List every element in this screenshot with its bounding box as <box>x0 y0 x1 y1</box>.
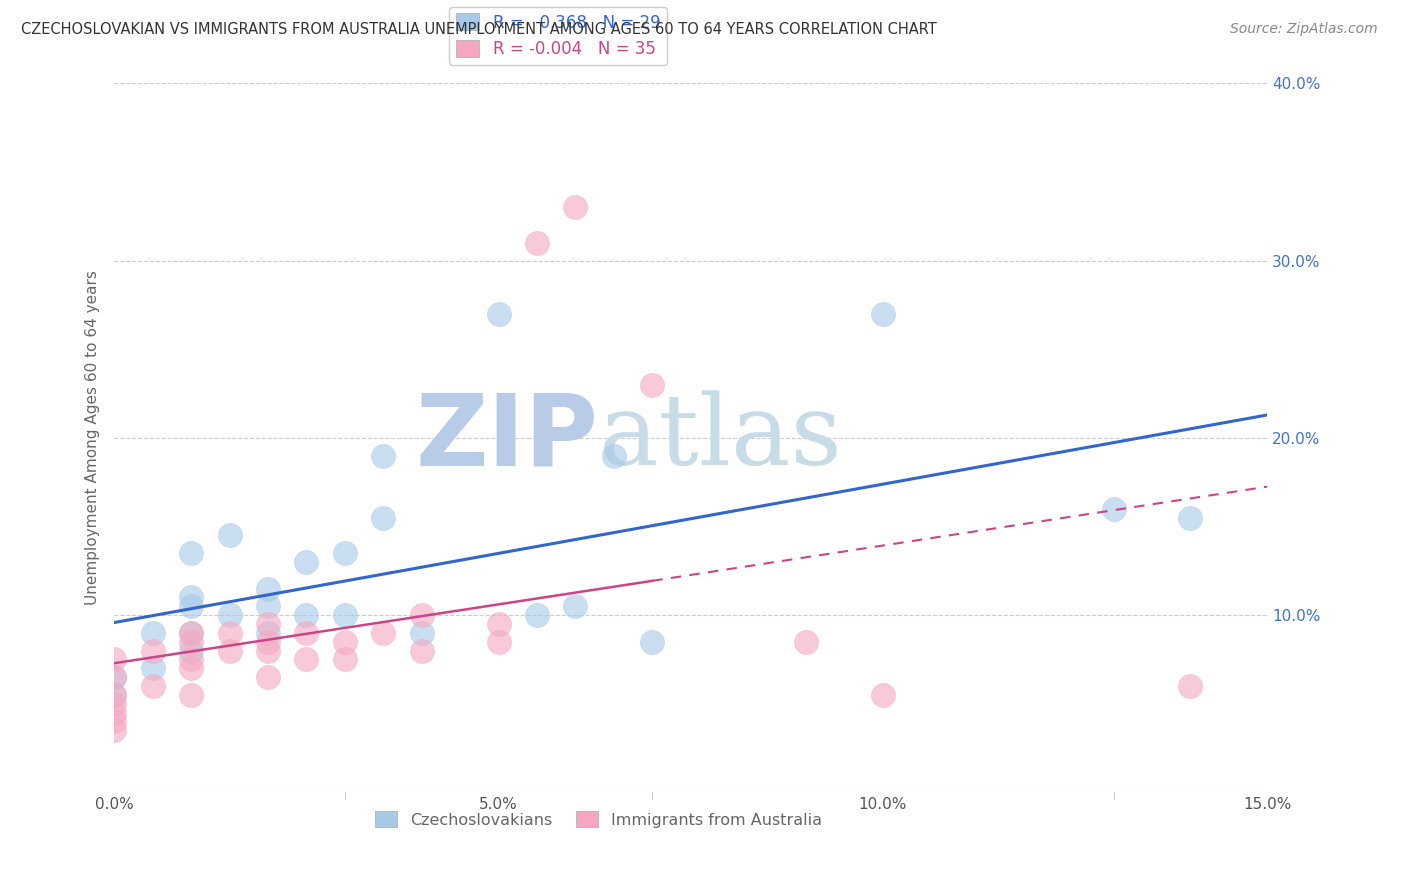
Point <box>1180 510 1202 524</box>
Point <box>180 643 202 657</box>
Point <box>103 652 125 666</box>
Point <box>257 625 280 640</box>
Point <box>872 688 894 702</box>
Point <box>103 670 125 684</box>
Point <box>295 608 318 623</box>
Point <box>103 670 125 684</box>
Point <box>295 625 318 640</box>
Point <box>794 634 817 648</box>
Point <box>526 608 548 623</box>
Point <box>257 599 280 614</box>
Point <box>218 528 240 542</box>
Point <box>180 652 202 666</box>
Point <box>257 634 280 648</box>
Point <box>373 449 395 463</box>
Text: Source: ZipAtlas.com: Source: ZipAtlas.com <box>1230 22 1378 37</box>
Point <box>872 307 894 321</box>
Point <box>333 546 356 560</box>
Point <box>295 652 318 666</box>
Point <box>373 625 395 640</box>
Point <box>641 377 664 392</box>
Point <box>373 510 395 524</box>
Point <box>257 643 280 657</box>
Point <box>180 599 202 614</box>
Point <box>333 652 356 666</box>
Point <box>411 643 433 657</box>
Point <box>180 688 202 702</box>
Point <box>218 643 240 657</box>
Point <box>142 643 165 657</box>
Point <box>526 235 548 250</box>
Point <box>180 591 202 605</box>
Y-axis label: Unemployment Among Ages 60 to 64 years: Unemployment Among Ages 60 to 64 years <box>86 270 100 606</box>
Point <box>641 634 664 648</box>
Point <box>103 714 125 729</box>
Point <box>180 546 202 560</box>
Point <box>103 723 125 738</box>
Point <box>411 625 433 640</box>
Point <box>257 670 280 684</box>
Point <box>564 599 586 614</box>
Point <box>142 625 165 640</box>
Point <box>1102 501 1125 516</box>
Text: atlas: atlas <box>599 390 841 486</box>
Point <box>257 582 280 596</box>
Point <box>180 625 202 640</box>
Point <box>488 307 510 321</box>
Point <box>103 688 125 702</box>
Point <box>333 608 356 623</box>
Point <box>295 555 318 569</box>
Point <box>333 634 356 648</box>
Legend: Czechoslovakians, Immigrants from Australia: Czechoslovakians, Immigrants from Austra… <box>368 805 828 834</box>
Point <box>411 608 433 623</box>
Point <box>218 608 240 623</box>
Text: CZECHOSLOVAKIAN VS IMMIGRANTS FROM AUSTRALIA UNEMPLOYMENT AMONG AGES 60 TO 64 YE: CZECHOSLOVAKIAN VS IMMIGRANTS FROM AUSTR… <box>21 22 936 37</box>
Point <box>257 616 280 631</box>
Point <box>603 449 626 463</box>
Point <box>218 625 240 640</box>
Point <box>488 634 510 648</box>
Point <box>180 634 202 648</box>
Point <box>103 697 125 711</box>
Point <box>103 688 125 702</box>
Point <box>180 661 202 675</box>
Point <box>1180 679 1202 693</box>
Point <box>142 661 165 675</box>
Point <box>142 679 165 693</box>
Point <box>103 706 125 720</box>
Point <box>488 616 510 631</box>
Point <box>564 201 586 215</box>
Point <box>180 625 202 640</box>
Text: ZIP: ZIP <box>416 390 599 486</box>
